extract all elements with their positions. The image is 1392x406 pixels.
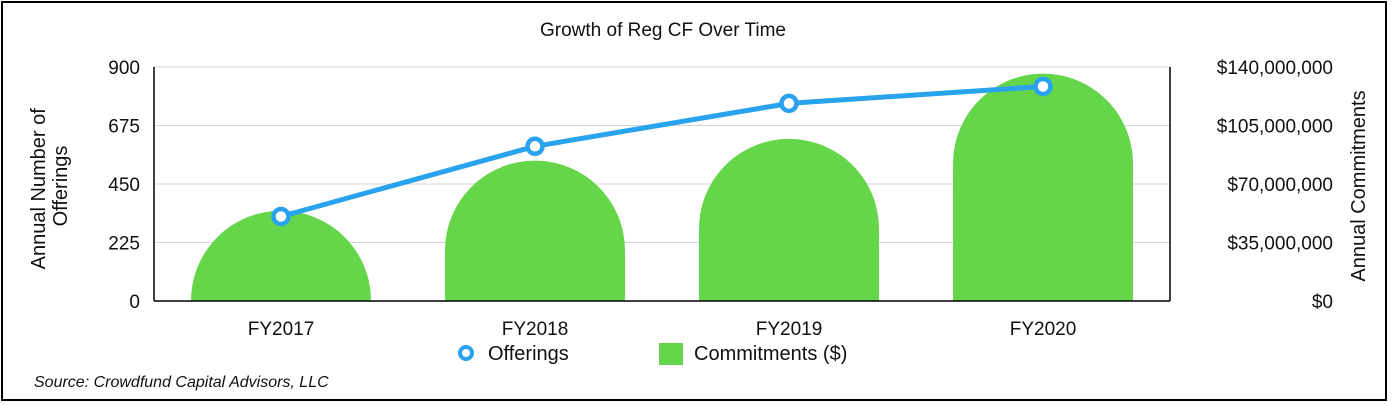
left-axis-label-line-2: Offerings — [50, 146, 72, 227]
commitments-bar — [699, 138, 879, 301]
source-note: Source: Crowdfund Capital Advisors, LLC — [34, 374, 329, 391]
x-tick-label: FY2020 — [1010, 319, 1077, 340]
left-tick-label: 225 — [108, 234, 140, 255]
x-tick-labels: FY2017 FY2018 FY2019 FY2020 — [248, 319, 1077, 340]
commitments-bar — [445, 160, 625, 301]
left-axis-label-line-1: Annual Number of — [28, 108, 50, 270]
offerings-point — [271, 206, 291, 227]
x-tick-label: FY2019 — [756, 319, 823, 340]
commitments-bar — [953, 73, 1133, 301]
right-tick-label: $70,000,000 — [1227, 175, 1333, 196]
commitments-bars — [191, 73, 1133, 301]
legend-commitments-swatch — [659, 343, 683, 365]
x-tick-label: FY2017 — [248, 319, 315, 340]
offerings-point — [779, 93, 799, 114]
right-axis-label: Annual Commitments — [1348, 90, 1370, 281]
right-tick-labels: $0 $35,000,000 $70,000,000 $105,000,000 $140… — [1217, 58, 1333, 313]
legend: Offerings Commitments ($) — [458, 343, 847, 365]
left-tick-label: 0 — [129, 292, 140, 313]
left-tick-labels: 0 225 450 675 900 — [108, 58, 140, 313]
x-tick-label: FY2018 — [502, 319, 569, 340]
right-tick-label: $0 — [1312, 292, 1333, 313]
legend-offerings-label: Offerings — [488, 343, 569, 365]
chart-title: Growth of Reg CF Over Time — [540, 20, 786, 41]
offerings-point — [525, 136, 545, 157]
legend-offerings-marker — [458, 345, 474, 361]
left-tick-label: 900 — [108, 58, 140, 79]
left-tick-label: 675 — [108, 117, 140, 138]
commitments-bar — [191, 210, 371, 301]
offerings-point — [1033, 76, 1053, 97]
chart-svg: Growth of Reg CF Over Time 0 225 450 675 900… — [28, 20, 1370, 391]
right-tick-label: $35,000,000 — [1227, 234, 1333, 255]
right-tick-label: $140,000,000 — [1217, 58, 1333, 79]
axes — [153, 67, 1171, 302]
left-tick-label: 450 — [108, 175, 140, 196]
left-axis-label: Annual Number of Offerings — [28, 103, 72, 270]
offerings-line-group — [271, 76, 1053, 227]
offerings-line — [280, 84, 1044, 219]
right-tick-label: $105,000,000 — [1217, 117, 1333, 138]
legend-commitments-label: Commitments ($) — [694, 343, 847, 365]
